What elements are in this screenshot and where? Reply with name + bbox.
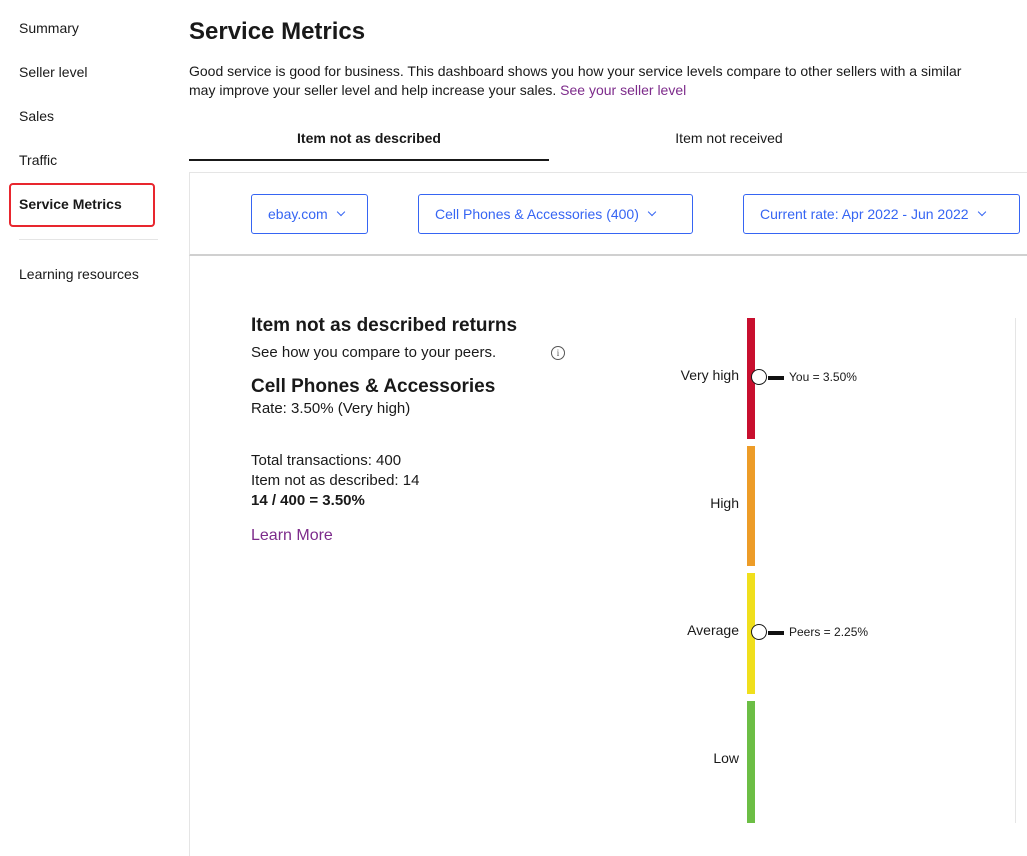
intro-line-2: may improve your seller level and help i…: [189, 82, 557, 98]
metric-content-panel: [189, 256, 1027, 856]
level-label-high: High: [710, 495, 739, 511]
metric-title: Item not as described returns: [251, 315, 518, 336]
category-dropdown[interactable]: Cell Phones & Accessories (400): [418, 194, 693, 234]
peers-marker: [751, 624, 767, 640]
site-dropdown[interactable]: ebay.com: [251, 194, 368, 234]
category-title: Cell Phones & Accessories: [251, 376, 496, 397]
sidebar-item-service-metrics[interactable]: Service Metrics: [19, 196, 122, 212]
sidebar-item-summary[interactable]: Summary: [19, 20, 79, 36]
peers-marker-label: Peers = 2.25%: [789, 625, 869, 639]
period-dropdown-label: Current rate: Apr 2022 - Jun 2022: [760, 206, 969, 222]
sidebar-divider: [19, 239, 158, 240]
level-label-very-high: Very high: [680, 367, 739, 383]
learn-more-link[interactable]: Learn More: [251, 527, 333, 544]
you-marker: [751, 369, 767, 385]
chevron-down-icon: [336, 207, 345, 217]
total-transactions: Total transactions: 400: [251, 452, 402, 469]
you-marker-line: [768, 376, 784, 380]
period-dropdown[interactable]: Current rate: Apr 2022 - Jun 2022: [743, 194, 1020, 234]
inad-count: Item not as described: 14: [251, 472, 420, 489]
level-low-bar: [747, 701, 755, 823]
you-marker-label: You = 3.50%: [789, 370, 857, 384]
compare-text: See how you compare to your peers.: [251, 344, 497, 361]
active-tab-underline: [189, 159, 549, 161]
peers-marker-line: [768, 631, 784, 635]
level-label-low: Low: [713, 750, 739, 766]
rate-formula: 14 / 400 = 3.50%: [251, 492, 365, 509]
chevron-down-icon: [647, 207, 657, 217]
page-title: Service Metrics: [189, 18, 366, 45]
filter-panel: [189, 172, 1027, 256]
category-dropdown-label: Cell Phones & Accessories (400): [435, 206, 639, 222]
info-icon[interactable]: i: [551, 346, 565, 360]
active-item-highlight: [9, 183, 155, 227]
intro-line-1: Good service is good for business. This …: [189, 63, 962, 79]
site-dropdown-label: ebay.com: [268, 206, 328, 222]
level-label-average: Average: [687, 622, 739, 638]
tab-item-not-received[interactable]: Item not received: [675, 130, 783, 146]
sidebar-item-seller-level[interactable]: Seller level: [19, 64, 88, 80]
sidebar: Summary Seller level Sales Traffic Servi…: [0, 0, 170, 823]
sidebar-item-learning-resources[interactable]: Learning resources: [19, 266, 139, 282]
chevron-down-icon: [977, 207, 986, 217]
sidebar-item-sales[interactable]: Sales: [19, 108, 55, 124]
see-seller-level-link[interactable]: See your seller level: [560, 82, 687, 98]
sidebar-item-traffic[interactable]: Traffic: [19, 152, 58, 168]
rate-text: Rate: 3.50% (Very high): [251, 400, 411, 417]
level-high-bar: [747, 446, 755, 566]
panel-divider: [1015, 318, 1016, 823]
tab-item-not-as-described[interactable]: Item not as described: [297, 130, 441, 146]
intro-text: Good service is good for business. This …: [189, 62, 1027, 100]
